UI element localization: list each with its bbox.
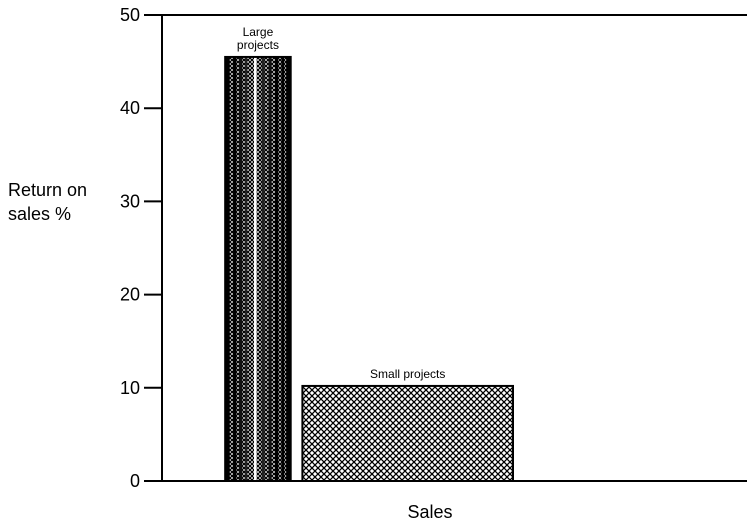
y-tick-label-50: 50 (120, 5, 140, 25)
bar-1-fill (302, 385, 513, 481)
bar-0-stripe-1 (233, 56, 237, 481)
y-tick-label-20: 20 (120, 285, 140, 305)
bar-0-stripe-4 (261, 56, 265, 481)
y-ticks: 0 10 20 30 40 50 (120, 5, 162, 491)
bar-0-center-light (254, 56, 257, 481)
bar-0-stripe-0 (225, 56, 230, 481)
x-axis-title: Sales (407, 502, 452, 522)
bar-0-outline (224, 55, 292, 482)
y-tick-label-10: 10 (120, 378, 140, 398)
y-tick-label-30: 30 (120, 191, 140, 211)
bar-1-outline (301, 384, 514, 483)
y-axis-title-line-2: sales % (8, 204, 71, 224)
bar-0-stripe-3 (244, 56, 248, 481)
bar-0-stripe-8 (286, 56, 291, 481)
bar-1: Small projects (301, 367, 514, 483)
bar-0-stripe-6 (274, 56, 279, 481)
bar-0-label-line-1: projects (237, 38, 279, 52)
bar-0-stripe-5 (268, 56, 272, 481)
bar-1-label-line-0: Small projects (370, 367, 445, 381)
bar-0-label-line-0: Large (243, 25, 274, 39)
y-axis-title-line-1: Return on (8, 180, 87, 200)
y-tick-label-0: 0 (130, 471, 140, 491)
bar-0-stripe-2 (238, 56, 243, 481)
bar-0-stripe-7 (281, 56, 285, 481)
y-tick-label-40: 40 (120, 98, 140, 118)
